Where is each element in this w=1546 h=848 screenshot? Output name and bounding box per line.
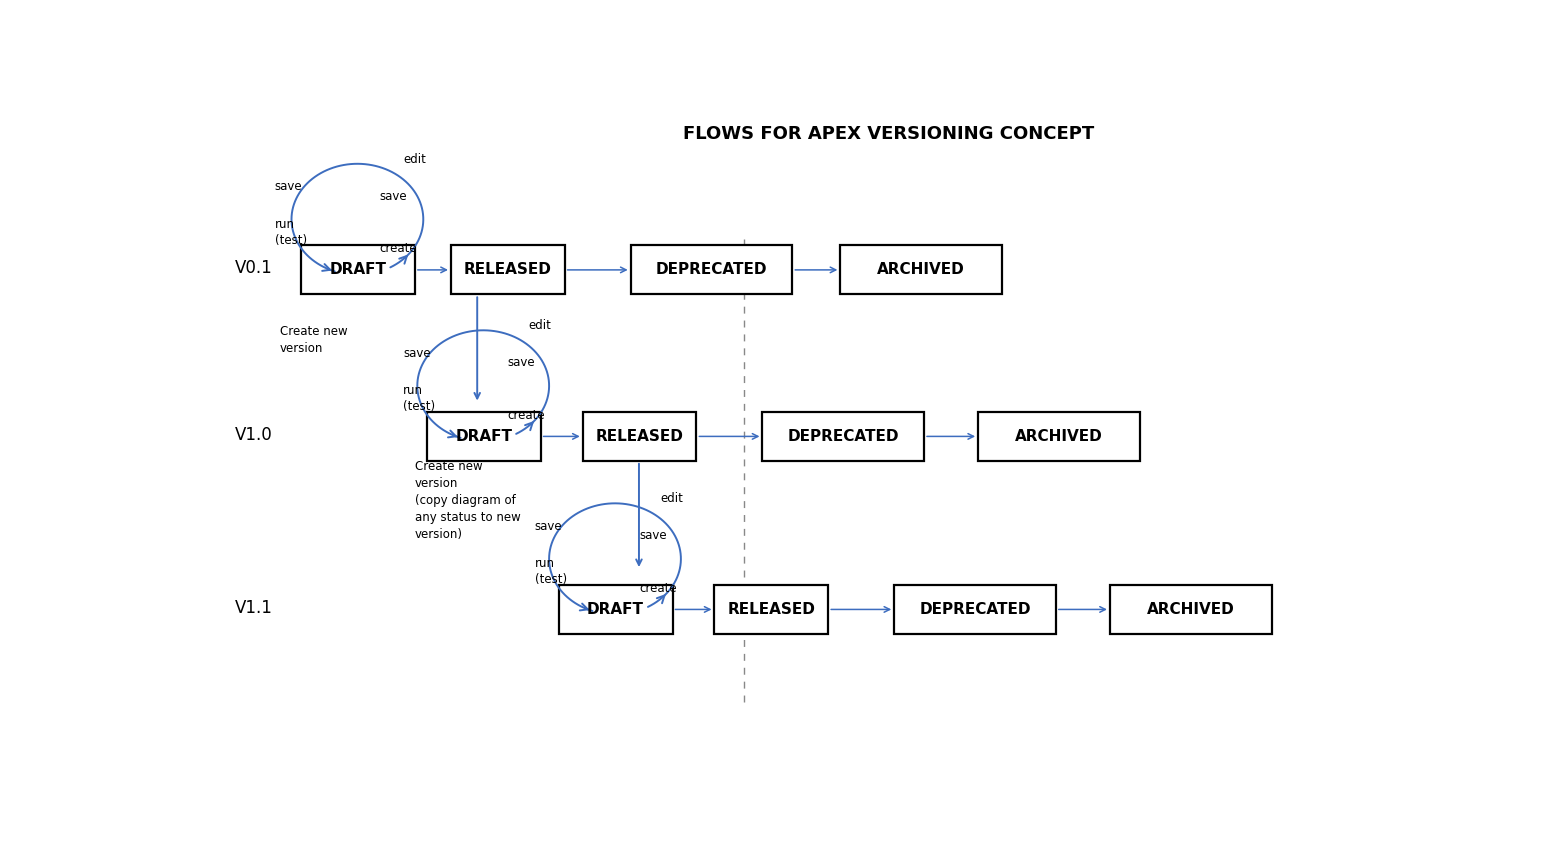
Text: save: save bbox=[275, 180, 303, 193]
Text: V1.0: V1.0 bbox=[235, 426, 274, 444]
Text: ARCHIVED: ARCHIVED bbox=[877, 262, 965, 277]
Text: edit: edit bbox=[529, 319, 552, 332]
Bar bbox=[301, 245, 414, 294]
Text: RELEASED: RELEASED bbox=[464, 262, 552, 277]
Text: save: save bbox=[507, 356, 535, 370]
Text: DRAFT: DRAFT bbox=[456, 429, 512, 444]
Text: RELEASED: RELEASED bbox=[595, 429, 683, 444]
Bar bbox=[841, 245, 1002, 294]
Text: DRAFT: DRAFT bbox=[329, 262, 386, 277]
Text: Create new
version: Create new version bbox=[280, 325, 348, 355]
Text: run
(test): run (test) bbox=[275, 218, 306, 247]
Text: save: save bbox=[404, 347, 430, 360]
Text: DRAFT: DRAFT bbox=[587, 602, 645, 617]
Text: save: save bbox=[638, 529, 666, 543]
Bar bbox=[1110, 585, 1272, 634]
Text: DEPRECATED: DEPRECATED bbox=[920, 602, 1031, 617]
Text: create: create bbox=[507, 409, 544, 421]
Text: create: create bbox=[638, 582, 677, 594]
Text: V0.1: V0.1 bbox=[235, 259, 274, 277]
Text: DEPRECATED: DEPRECATED bbox=[787, 429, 898, 444]
Bar bbox=[894, 585, 1056, 634]
Text: edit: edit bbox=[404, 153, 425, 165]
Text: RELEASED: RELEASED bbox=[728, 602, 815, 617]
Text: run
(test): run (test) bbox=[535, 557, 567, 586]
Bar bbox=[558, 585, 673, 634]
Text: edit: edit bbox=[660, 492, 683, 505]
Text: FLOWS FOR APEX VERSIONING CONCEPT: FLOWS FOR APEX VERSIONING CONCEPT bbox=[682, 126, 1095, 143]
Bar bbox=[451, 245, 564, 294]
Text: ARCHIVED: ARCHIVED bbox=[1016, 429, 1102, 444]
Bar bbox=[631, 245, 793, 294]
Text: run
(test): run (test) bbox=[404, 384, 434, 413]
Bar bbox=[427, 412, 541, 461]
Bar bbox=[714, 585, 829, 634]
Bar bbox=[762, 412, 925, 461]
Bar bbox=[583, 412, 697, 461]
Text: V1.1: V1.1 bbox=[235, 599, 274, 616]
Text: Create new
version
(copy diagram of
any status to new
version): Create new version (copy diagram of any … bbox=[414, 460, 521, 540]
Text: save: save bbox=[535, 520, 563, 533]
Text: DEPRECATED: DEPRECATED bbox=[656, 262, 767, 277]
Text: save: save bbox=[379, 190, 407, 203]
Text: ARCHIVED: ARCHIVED bbox=[1147, 602, 1235, 617]
Text: create: create bbox=[379, 243, 416, 255]
Bar bbox=[979, 412, 1139, 461]
